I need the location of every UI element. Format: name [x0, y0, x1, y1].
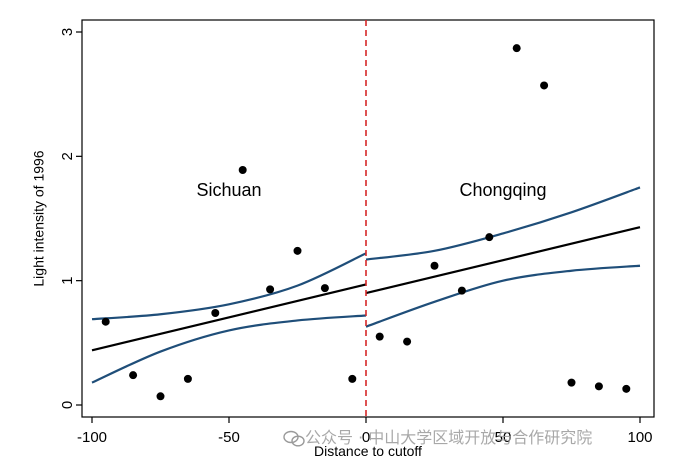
scatter-points	[101, 44, 631, 401]
data-point	[485, 233, 494, 242]
fit-lines	[91, 226, 641, 352]
y-tick-label: 1	[59, 276, 76, 284]
region-label: Chongqing	[459, 180, 546, 200]
data-point	[211, 308, 220, 317]
data-point	[238, 166, 247, 175]
data-point	[622, 384, 631, 393]
data-point	[293, 246, 302, 255]
ci-upper-right	[365, 186, 641, 261]
data-point	[403, 337, 412, 346]
x-axis-title: Distance to cutoff	[314, 443, 422, 459]
ci-lower-right	[365, 264, 641, 328]
x-tick-label: 0	[362, 429, 370, 446]
plot-frame	[81, 19, 655, 418]
data-point	[540, 81, 549, 90]
data-point	[129, 371, 138, 380]
data-point	[101, 317, 110, 326]
data-point	[183, 374, 192, 383]
x-tick-label: -50	[218, 429, 240, 446]
x-tick-label: -100	[77, 429, 107, 446]
ci-lower-left	[91, 314, 367, 384]
fit-line-right	[365, 226, 641, 295]
fit-line-left	[91, 283, 367, 352]
y-tick-label: 0	[59, 401, 76, 409]
wechat-icon	[283, 430, 305, 447]
watermark: 公众号 · 中山大学区域开放与合作研究院	[283, 428, 592, 447]
region-labels: Sichuan Chongqing	[196, 180, 546, 200]
data-point	[156, 392, 165, 401]
y-tick-label: 3	[59, 28, 76, 36]
x-tick-label: 50	[495, 429, 512, 446]
data-point	[348, 374, 357, 383]
data-point	[320, 284, 329, 293]
data-point	[430, 261, 439, 270]
data-point	[567, 378, 576, 387]
confidence-bands	[91, 186, 641, 384]
watermark-text: 公众号 · 中山大学区域开放与合作研究院	[305, 428, 592, 447]
axes-group: -100 -50 0 50 100 0 1 2 3 Distance to cutoff Light…	[31, 19, 655, 459]
x-tick-label: 100	[627, 429, 652, 446]
data-point	[266, 285, 275, 294]
data-point	[375, 332, 384, 341]
ci-upper-left	[91, 252, 367, 321]
data-point	[457, 286, 466, 295]
region-label: Sichuan	[196, 180, 261, 200]
data-point	[512, 44, 521, 53]
data-point	[594, 382, 603, 391]
y-axis-title: Light intensity of 1996	[31, 150, 47, 286]
y-tick-label: 2	[59, 152, 76, 160]
